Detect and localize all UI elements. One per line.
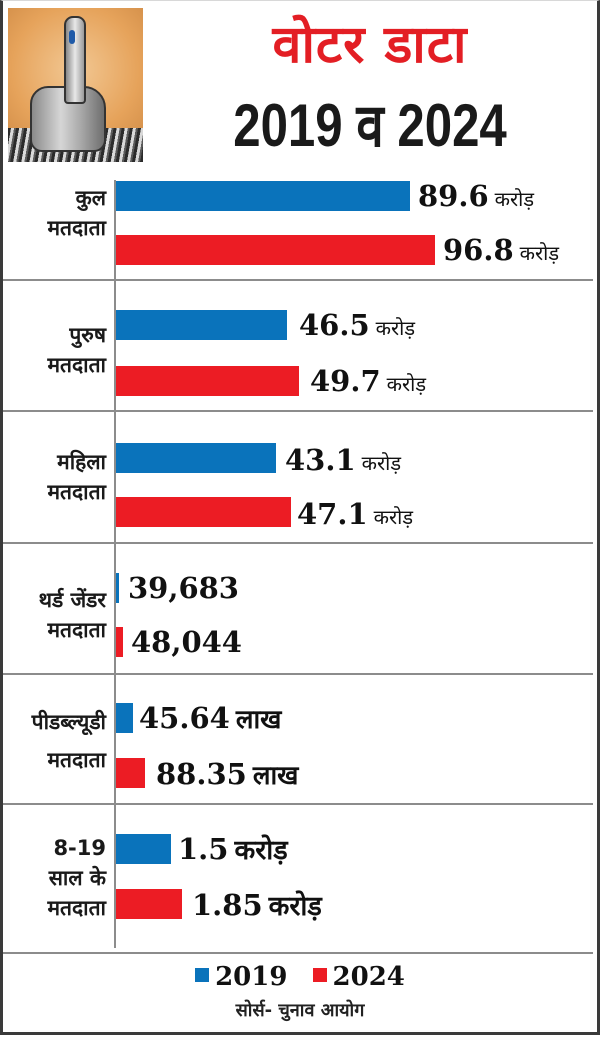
bar-2024-male [116, 366, 299, 396]
chart-title: वोटर डाटा [272, 15, 468, 75]
chart-subtitle: 2019 व 2024 [233, 92, 507, 159]
category-label-male: पुरुष मतदाता [47, 323, 106, 377]
value-2019-male: 46.5 करोड़ [299, 308, 416, 342]
bar-2024-youth [116, 889, 182, 919]
value-2024-youth: 1.85 करोड़ [192, 888, 322, 922]
legend-item-2024: 2024 [312, 960, 405, 994]
value-2019-female: 43.1 करोड़ [285, 443, 402, 477]
bar-2019-female [116, 443, 276, 473]
value-2024-total: 96.8 करोड़ [443, 233, 560, 267]
category-label-youth: 8-19 साल के मतदाता [47, 836, 106, 920]
legend-item-2019: 2019 [195, 960, 287, 994]
category-label-female: महिला मतदाता [47, 450, 106, 504]
section-divider [3, 542, 593, 544]
category-label-third-gender: थर्ड जेंडर मतदाता [38, 588, 106, 642]
raised-finger-illustration [64, 16, 86, 104]
bar-2019-total [116, 181, 410, 211]
legend-swatch-2024 [312, 968, 327, 982]
bar-2019-pwd [116, 703, 133, 733]
section-divider [3, 673, 593, 675]
value-2024-pwd: 88.35 लाख [156, 757, 299, 791]
ink-mark-icon [69, 30, 75, 44]
bar-2024-pwd [116, 758, 145, 788]
value-2024-third-gender: 48,044 [131, 625, 242, 659]
section-divider [3, 952, 593, 954]
section-divider [3, 279, 593, 281]
legend-swatch-2019 [195, 968, 210, 982]
source-note: सोर्स- चुनाव आयोग [235, 1000, 365, 1021]
inked-finger-raised-hand-icon [8, 8, 143, 162]
category-label-pwd: पीडब्ल्यूडी मतदाता [31, 710, 106, 772]
value-2019-youth: 1.5 करोड़ [178, 832, 288, 866]
value-2024-male: 49.7 करोड़ [310, 364, 427, 398]
value-2024-female: 47.1 करोड़ [297, 497, 414, 531]
category-label-total: कुल मतदाता [47, 186, 106, 240]
section-divider [3, 410, 593, 412]
bar-2024-female [116, 497, 291, 527]
bar-2019-third-gender [116, 573, 119, 603]
section-divider [3, 803, 593, 805]
value-2019-third-gender: 39,683 [128, 571, 239, 605]
value-2019-total: 89.6 करोड़ [418, 179, 535, 213]
bar-2019-male [116, 310, 287, 340]
bar-2024-total [116, 235, 435, 265]
value-2019-pwd: 45.64 लाख [139, 701, 282, 735]
chart-legend: 2019 2024 [0, 960, 600, 994]
bar-2024-third-gender [116, 627, 123, 657]
y-axis-line [114, 180, 116, 948]
bar-2019-youth [116, 834, 171, 864]
